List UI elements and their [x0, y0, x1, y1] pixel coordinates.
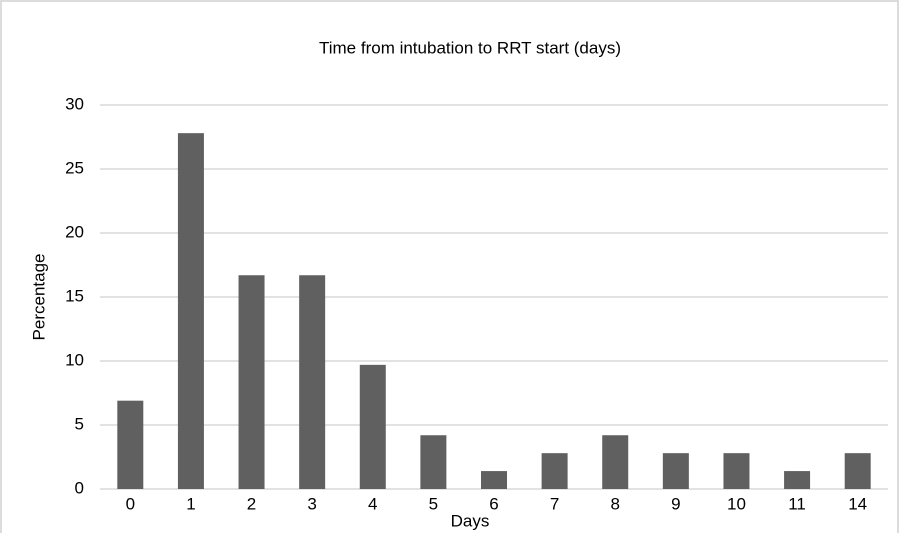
y-tick-label: 30	[65, 94, 84, 113]
y-tick-label: 10	[65, 350, 84, 369]
bar	[299, 275, 326, 489]
y-tick-label: 5	[75, 414, 84, 433]
x-tick-label: 9	[671, 494, 680, 513]
bar	[784, 471, 811, 489]
bar	[662, 453, 689, 489]
bar	[117, 400, 144, 489]
x-tick-label: 2	[247, 494, 256, 513]
y-tick-label: 0	[75, 478, 84, 497]
bar	[723, 453, 750, 489]
y-axis-label: Percentage	[29, 254, 48, 341]
x-axis-label: Days	[451, 511, 490, 530]
x-tick-label: 1	[186, 494, 195, 513]
bar	[420, 435, 447, 489]
x-tick-label: 4	[368, 494, 377, 513]
x-tick-label: 0	[126, 494, 135, 513]
x-tick-label: 11	[788, 494, 806, 513]
bar	[177, 133, 204, 489]
bar	[481, 471, 507, 489]
y-tick-label: 20	[65, 222, 84, 241]
x-tick-label: 8	[610, 494, 619, 513]
bar	[602, 435, 629, 489]
bar	[238, 275, 265, 489]
chart-title: Time from intubation to RRT start (days)	[319, 38, 621, 57]
y-tick-label: 15	[65, 286, 84, 305]
bar	[844, 453, 871, 489]
y-tick-label: 25	[65, 158, 84, 177]
x-tick-label: 3	[307, 494, 316, 513]
x-tick-label: 14	[848, 494, 867, 513]
x-tick-label: 5	[429, 494, 438, 513]
bar	[541, 453, 568, 489]
bar	[359, 364, 386, 489]
x-tick-label: 7	[550, 494, 559, 513]
x-tick-label: 6	[489, 494, 498, 513]
x-tick-label: 10	[727, 494, 746, 513]
